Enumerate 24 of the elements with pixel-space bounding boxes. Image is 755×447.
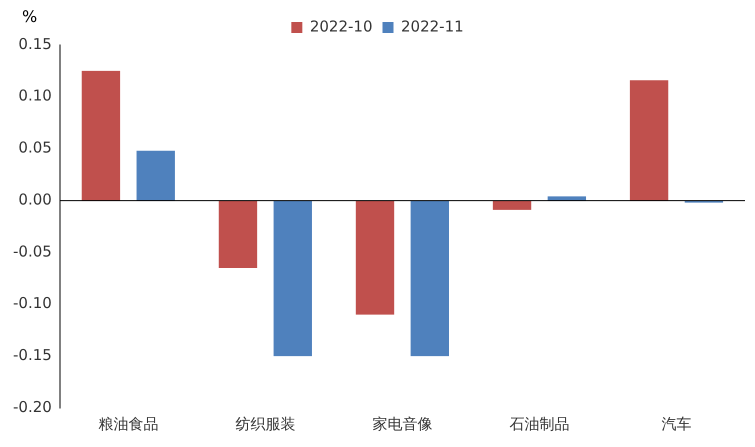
y-tick-label: 0.15 (18, 34, 52, 53)
bar (492, 200, 532, 210)
x-tick-label: 纺织服装 (235, 414, 296, 433)
x-tick-label: 汽车 (661, 414, 692, 433)
x-tick-label: 粮油食品 (98, 414, 158, 433)
y-tick-label: -0.15 (13, 346, 52, 364)
y-axis-title: % (22, 7, 38, 26)
bar (82, 70, 120, 201)
legend-label: 2022-11 (401, 17, 464, 36)
bar (630, 80, 668, 201)
bar (136, 150, 175, 201)
y-tick-label: 0.10 (18, 86, 52, 105)
y-tick-label: -0.10 (13, 294, 52, 312)
bar (218, 200, 258, 268)
x-tick-label: 石油制品 (509, 414, 570, 433)
y-tick-label: 0.05 (18, 138, 52, 157)
x-tick-label: 家电音像 (372, 414, 432, 433)
bar (410, 200, 449, 356)
y-tick-label: -0.20 (13, 398, 52, 416)
y-tick-label: -0.05 (13, 242, 52, 260)
legend-label: 2022-10 (310, 17, 373, 36)
bar (274, 200, 312, 356)
bar (356, 200, 394, 315)
y-tick-label: 0.00 (18, 190, 52, 208)
